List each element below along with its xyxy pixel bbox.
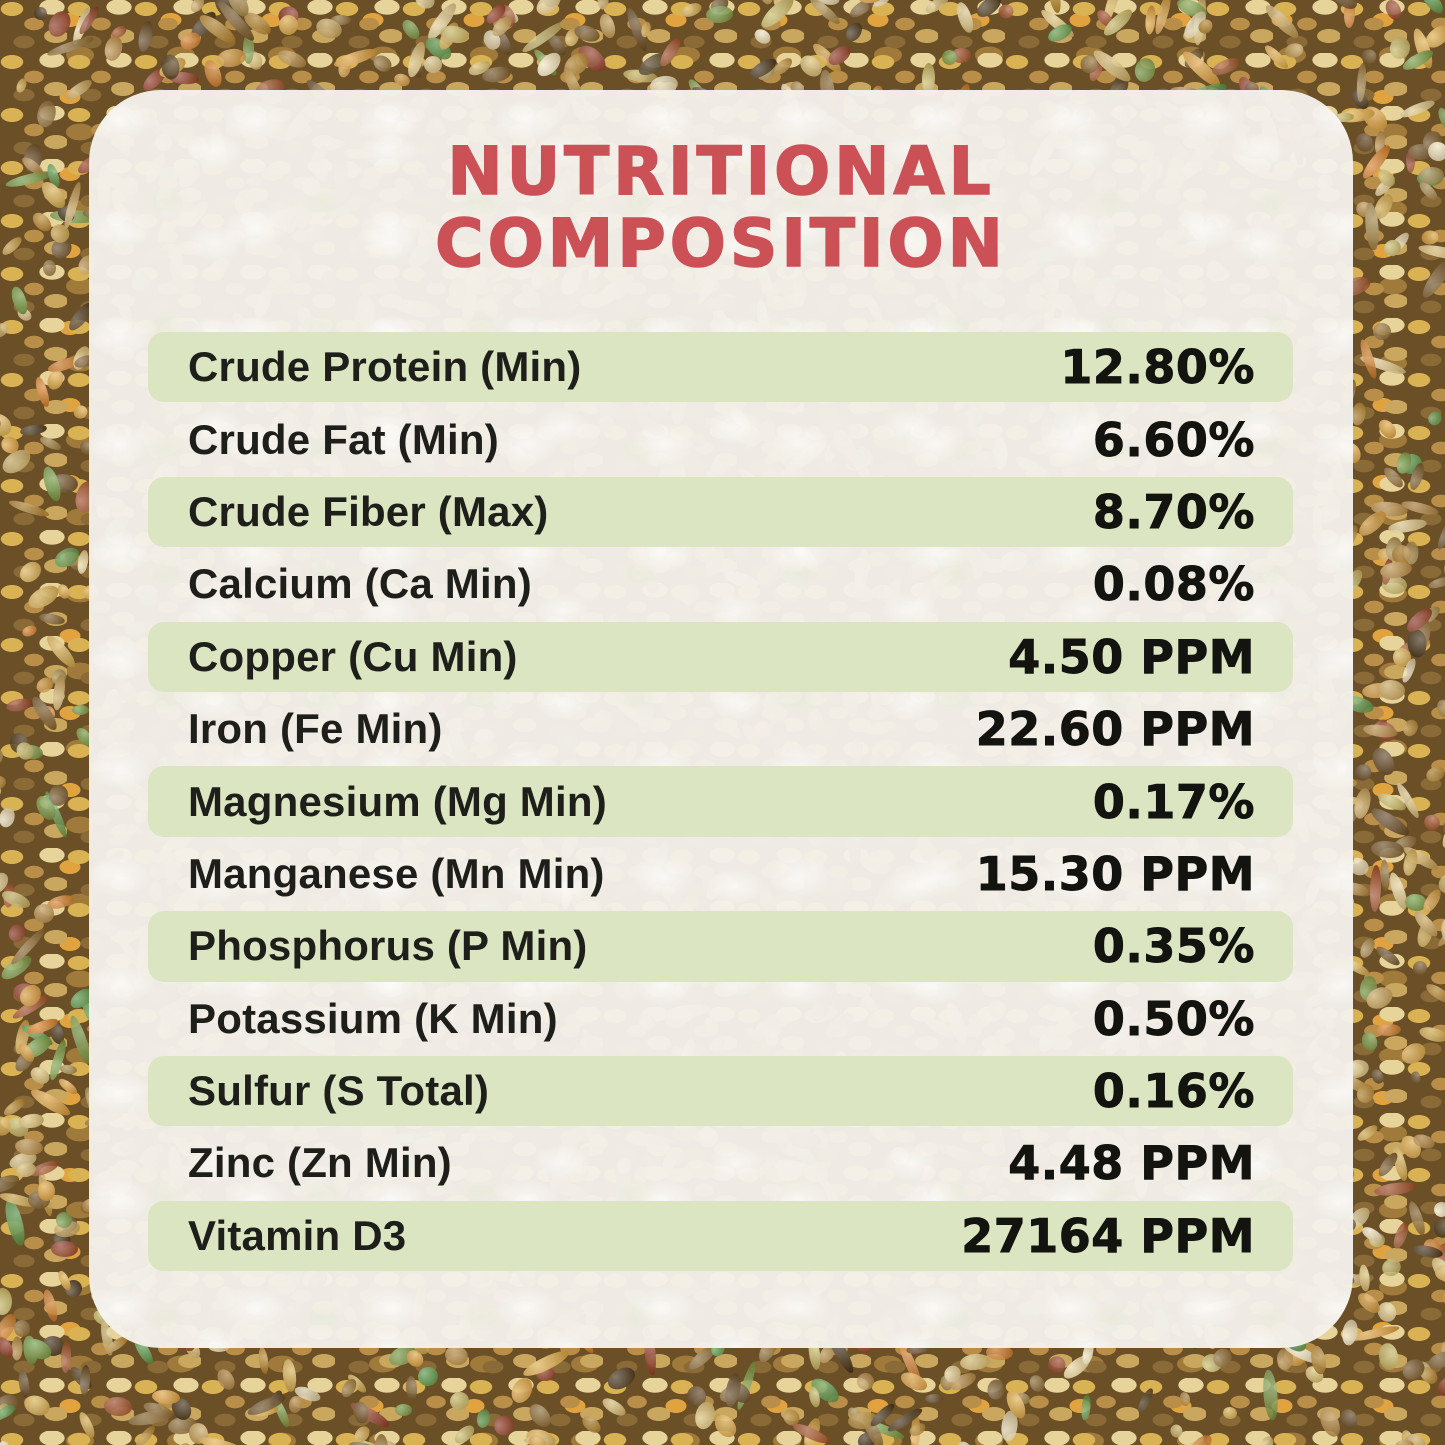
table-row: Potassium (K Min) 0.50% xyxy=(148,984,1293,1054)
table-row: Manganese (Mn Min) 15.30 PPM xyxy=(148,839,1293,909)
table-row: Iron (Fe Min) 22.60 PPM xyxy=(148,694,1293,764)
title-line-1: NUTRITIONAL xyxy=(447,133,995,210)
nutrient-value: 0.50% xyxy=(1092,991,1255,1046)
nutrient-value: 4.50 PPM xyxy=(1008,629,1255,684)
table-row: Crude Fiber (Max) 8.70% xyxy=(148,476,1293,548)
nutrient-value: 0.08% xyxy=(1092,557,1255,612)
nutrient-value: 15.30 PPM xyxy=(975,846,1255,901)
nutrient-label: Iron (Fe Min) xyxy=(188,705,443,753)
nutrient-label: Phosphorus (P Min) xyxy=(188,922,588,970)
nutrient-value: 0.17% xyxy=(1092,774,1255,829)
nutrition-card: NUTRITIONAL COMPOSITION Crude Protein (M… xyxy=(89,90,1353,1348)
nutrient-label: Crude Fiber (Max) xyxy=(188,487,549,535)
nutrient-value: 4.48 PPM xyxy=(1008,1136,1255,1191)
table-row: Calcium (Ca Min) 0.08% xyxy=(148,549,1293,619)
table-row: Zinc (Zn Min) 4.48 PPM xyxy=(148,1128,1293,1198)
table-row: Copper (Cu Min) 4.50 PPM xyxy=(148,621,1293,692)
nutrient-label: Calcium (Ca Min) xyxy=(188,560,532,608)
nutrient-label: Zinc (Zn Min) xyxy=(188,1139,452,1187)
nutrition-table: Crude Protein (Min) 12.80% Crude Fat (Mi… xyxy=(148,330,1293,1273)
table-row: Crude Protein (Min) 12.80% xyxy=(148,332,1293,403)
table-row: Phosphorus (P Min) 0.35% xyxy=(148,911,1293,982)
nutrient-label: Vitamin D3 xyxy=(188,1211,407,1259)
nutrient-label: Crude Fat (Min) xyxy=(188,415,499,463)
nutrient-value: 6.60% xyxy=(1092,412,1255,467)
nutrient-label: Copper (Cu Min) xyxy=(188,632,518,680)
title-line-2: COMPOSITION xyxy=(434,205,1007,282)
nutrient-value: 8.70% xyxy=(1092,484,1255,540)
nutrient-label: Manganese (Mn Min) xyxy=(188,849,605,897)
table-row: Crude Fat (Min) 6.60% xyxy=(148,404,1293,474)
table-row: Magnesium (Mg Min) 0.17% xyxy=(148,766,1293,837)
nutrient-value: 0.16% xyxy=(1092,1064,1255,1119)
nutrient-label: Potassium (K Min) xyxy=(188,994,558,1042)
nutrient-label: Crude Protein (Min) xyxy=(188,343,582,391)
nutrient-value: 12.80% xyxy=(1060,340,1255,395)
nutrient-label: Sulfur (S Total) xyxy=(188,1067,490,1115)
page-title: NUTRITIONAL COMPOSITION xyxy=(89,133,1353,282)
nutrient-value: 27164 PPM xyxy=(961,1208,1255,1263)
nutrient-value: 0.35% xyxy=(1092,919,1255,974)
nutrient-label: Magnesium (Mg Min) xyxy=(188,777,607,825)
nutrient-value: 22.60 PPM xyxy=(975,702,1255,757)
table-row: Vitamin D3 27164 PPM xyxy=(148,1200,1293,1272)
table-row: Sulfur (S Total) 0.16% xyxy=(148,1055,1293,1127)
